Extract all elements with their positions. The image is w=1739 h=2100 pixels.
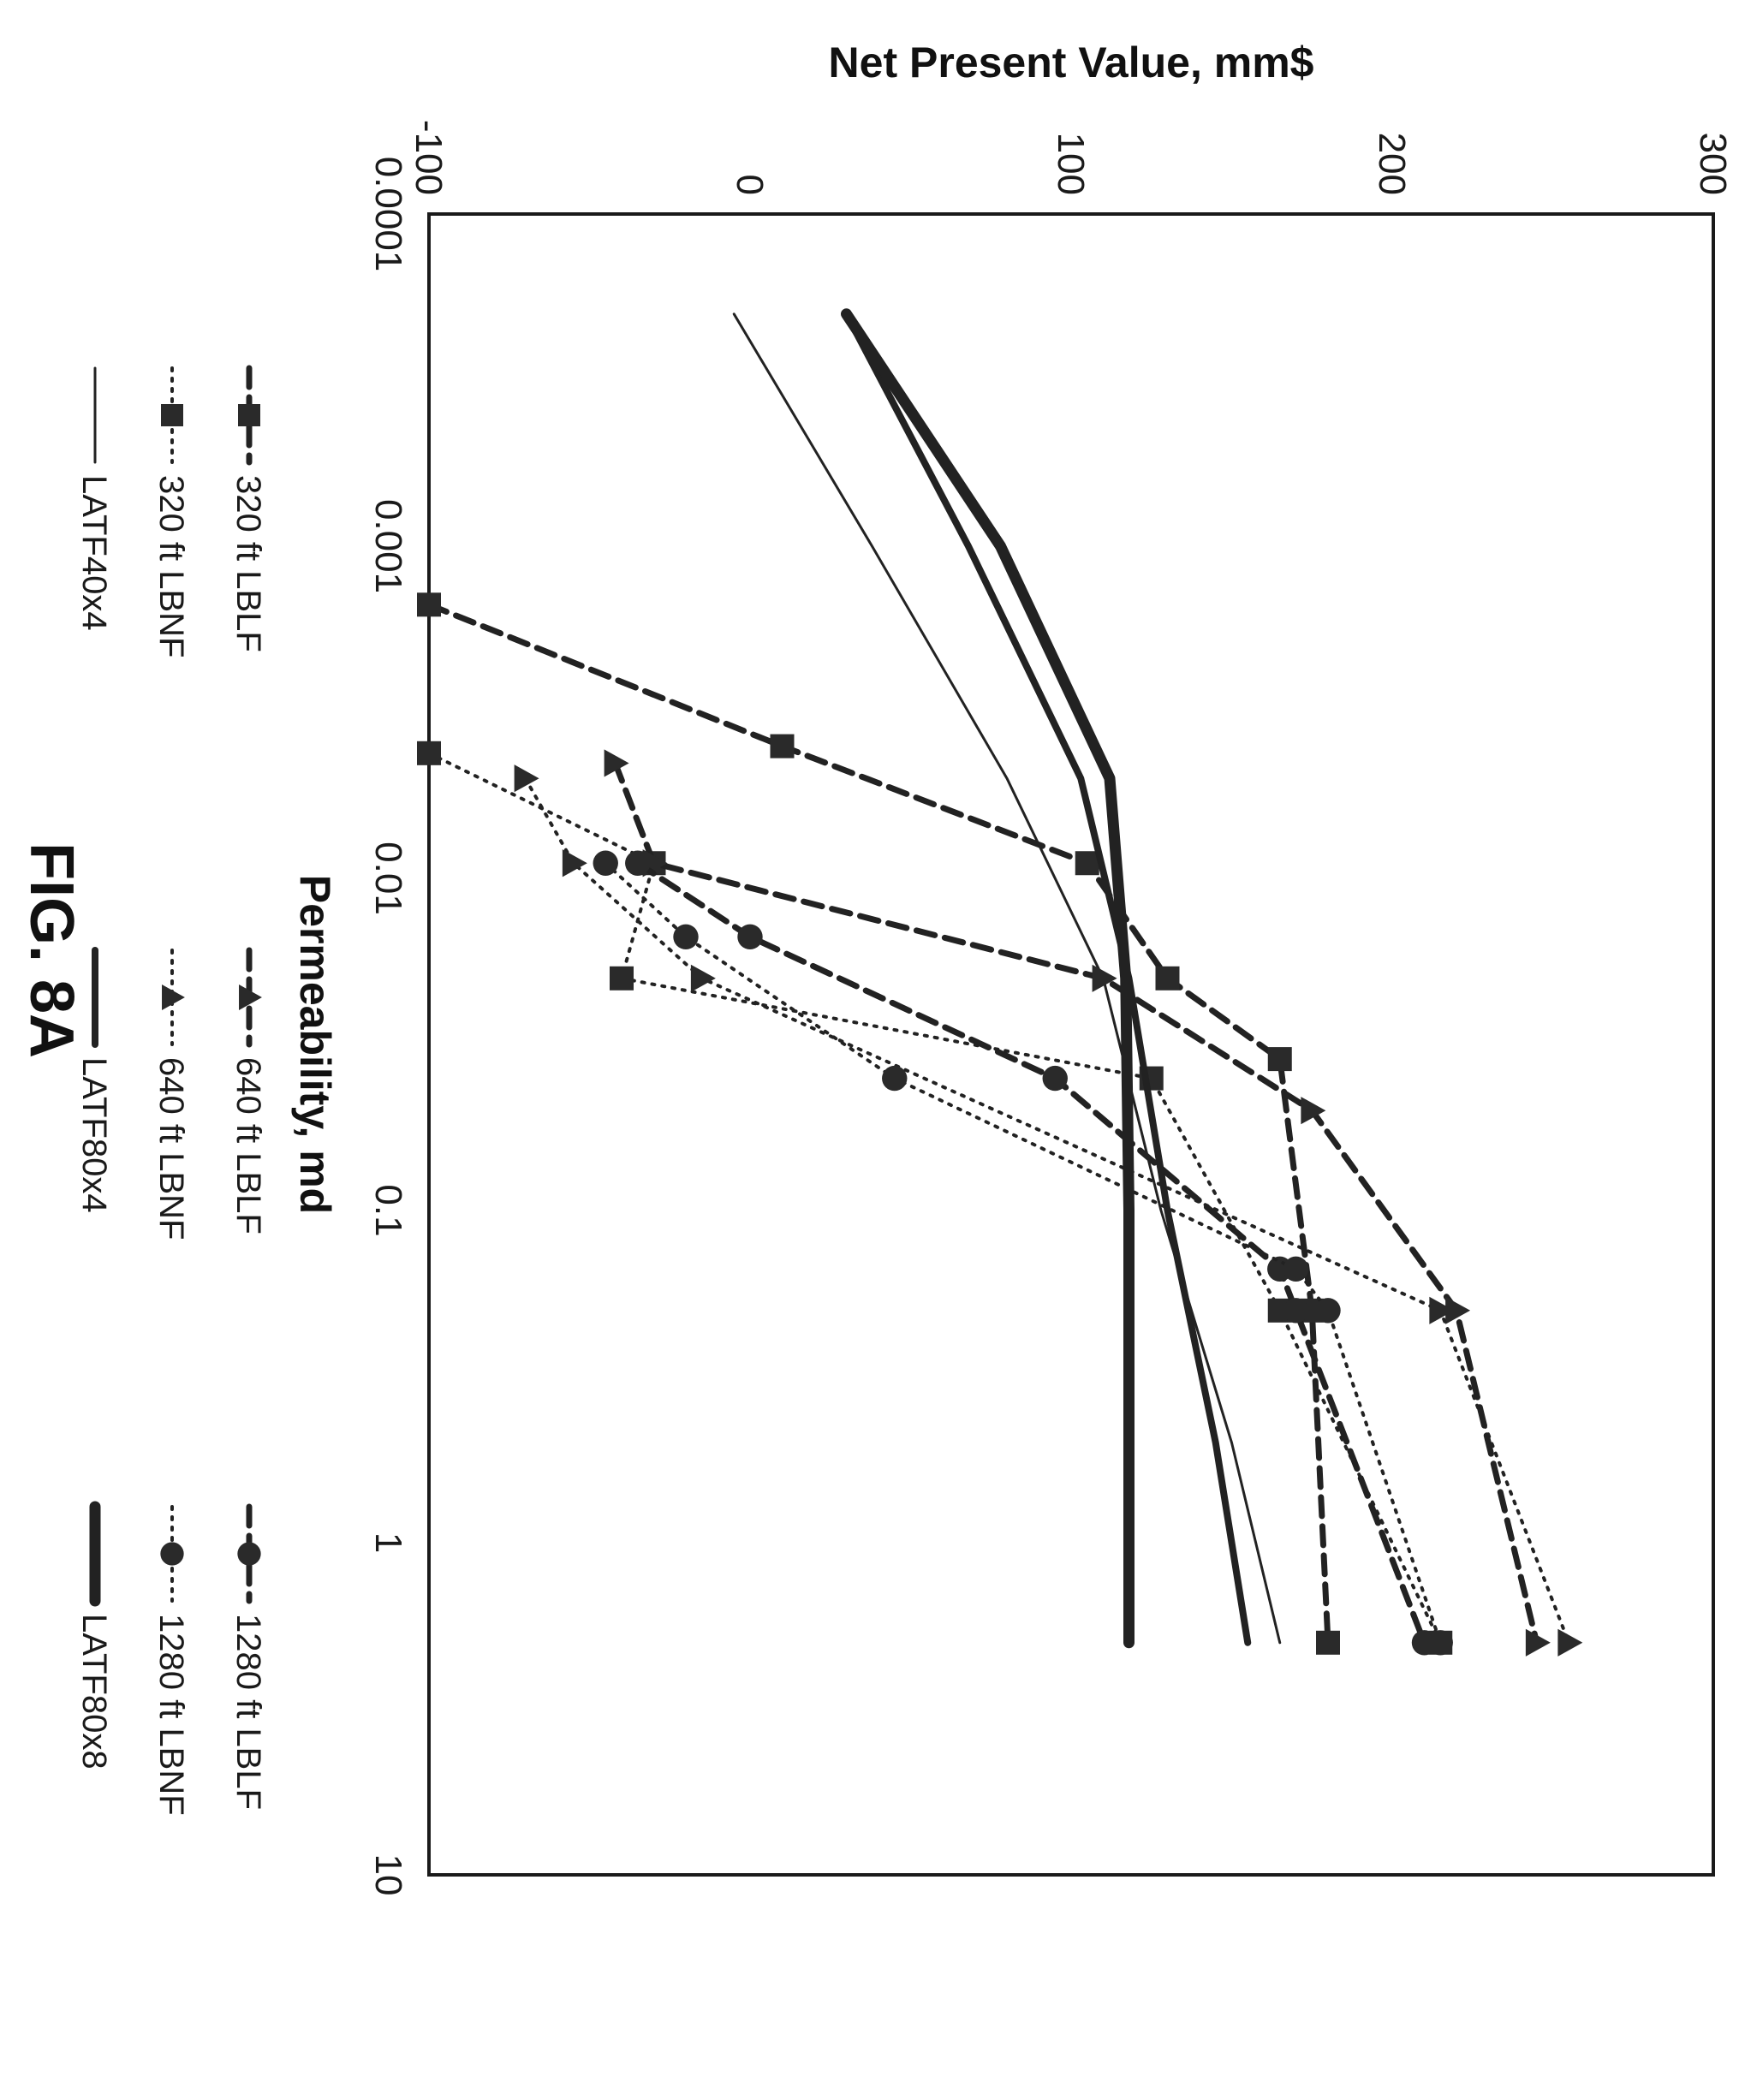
data-point	[770, 734, 795, 758]
series-line	[841, 308, 1135, 1649]
data-point	[1042, 1065, 1068, 1092]
series-line	[426, 601, 1331, 1646]
legend-label: 1280 ft LBNF	[152, 1614, 190, 1816]
data-point	[1283, 1256, 1309, 1282]
legend-label: 640 ft LBLF	[229, 1057, 267, 1234]
series-line	[843, 310, 1252, 1646]
legend-label: 320 ft LBLF	[229, 475, 267, 652]
x-tick-labels: 0.0001 0.001 0.01 0.1 1 10	[367, 157, 409, 1896]
legend-marker	[237, 1542, 261, 1566]
series-line	[523, 776, 1571, 1645]
chart-rotated-group: 0.0001 0.001 0.01 0.1 1 10 -100 0 100 200 300 Per…	[17, 39, 1734, 1895]
data-point	[1525, 1628, 1551, 1657]
data-point	[1092, 964, 1117, 992]
legend-label: LATF40x4	[75, 475, 113, 631]
data-point	[514, 764, 539, 793]
data-point	[1075, 851, 1099, 876]
data-point	[1283, 1298, 1309, 1324]
data-point	[604, 749, 629, 777]
legend-item: 320 ft LBLF	[229, 365, 267, 652]
data-point	[1301, 1097, 1326, 1125]
series-line	[604, 861, 1443, 1645]
series-line	[732, 312, 1282, 1645]
legend-label: LATF80x4	[75, 1057, 113, 1213]
data-point	[417, 741, 441, 765]
legend-item: LATF80x8	[75, 1501, 113, 1770]
legend-marker	[238, 404, 260, 426]
series-6	[843, 310, 1252, 1646]
data-point	[690, 964, 716, 992]
series-line	[612, 759, 1540, 1646]
data-point	[673, 924, 699, 950]
legend-item: 320 ft LBNF	[152, 366, 190, 657]
series-8	[593, 850, 1453, 1656]
series-line	[427, 751, 1443, 1645]
data-point	[417, 592, 441, 617]
legend: 320 ft LBLF 320 ft LBNF LATF40x4 640 ft LBL…	[75, 365, 267, 1816]
legend-marker	[162, 985, 185, 1010]
legend-marker	[161, 404, 183, 426]
data-point	[1445, 1296, 1471, 1324]
data-point	[882, 1065, 908, 1092]
legend-marker	[160, 1542, 184, 1566]
y-axis-title: Net Present Value, mm$	[829, 39, 1314, 86]
legend-item: LATF80x4	[75, 947, 113, 1213]
legend-item: 1280 ft LBNF	[152, 1505, 190, 1816]
data-point	[610, 966, 634, 991]
y-tick-label: 0	[729, 175, 771, 195]
series-line	[634, 860, 1427, 1646]
y-tick-label: 100	[1050, 133, 1092, 195]
x-tick-label: 0.01	[367, 842, 409, 915]
legend-item: 640 ft LBNF	[152, 949, 190, 1240]
data-point	[1557, 1628, 1583, 1657]
series-4	[604, 749, 1551, 1657]
data-point	[562, 849, 587, 877]
series-3	[732, 312, 1282, 1645]
y-tick-label: 300	[1692, 133, 1734, 195]
data-point	[593, 850, 618, 876]
y-tick-label: 200	[1371, 133, 1413, 195]
legend-label: 320 ft LBNF	[152, 475, 190, 657]
legend-label: 1280 ft LBLF	[229, 1614, 267, 1810]
data-point	[737, 924, 763, 950]
data-point	[1155, 966, 1180, 991]
legend-label: LATF80x8	[75, 1614, 113, 1770]
legend-marker	[239, 985, 262, 1010]
series-layer	[417, 308, 1583, 1657]
data-point	[625, 850, 651, 876]
legend-item: 640 ft LBLF	[229, 947, 267, 1234]
y-tick-labels: -100 0 100 200 300	[408, 120, 1734, 195]
x-tick-label: 0.001	[367, 499, 409, 593]
x-tick-label: 0.0001	[367, 157, 409, 272]
x-tick-label: 1	[367, 1532, 409, 1553]
data-point	[1316, 1630, 1340, 1655]
data-point	[1429, 1296, 1455, 1324]
series-7	[625, 850, 1438, 1656]
legend-item: 1280 ft LBLF	[229, 1503, 267, 1810]
series-9	[841, 308, 1135, 1649]
data-point	[1427, 1630, 1453, 1656]
x-tick-label: 10	[367, 1854, 409, 1896]
legend-item: LATF40x4	[75, 366, 113, 631]
y-tick-label: -100	[408, 120, 450, 195]
data-point	[1315, 1298, 1341, 1324]
x-axis-title: Permeability, md	[291, 875, 339, 1214]
series-1	[417, 592, 1340, 1655]
plot-area-frame	[427, 212, 1715, 1877]
legend-label: 640 ft LBNF	[152, 1057, 190, 1240]
data-point	[1267, 1047, 1292, 1072]
x-tick-label: 0.1	[367, 1184, 409, 1236]
figure-label: FIG. 8A	[17, 842, 86, 1058]
series-5	[514, 764, 1583, 1657]
